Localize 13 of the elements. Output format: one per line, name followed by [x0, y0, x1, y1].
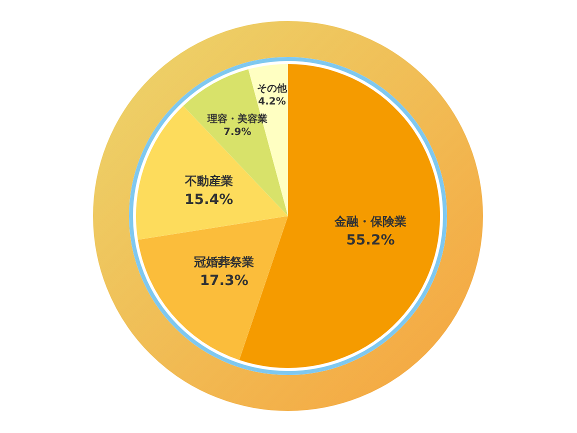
slice-label: 理容・美容業: [206, 112, 268, 125]
slice-label: 金融・保険業: [333, 214, 406, 229]
data-label: 15.4%: [184, 192, 234, 208]
pie-slice: [183, 69, 288, 216]
pie-slice: [138, 216, 288, 360]
pie-slice: [136, 106, 288, 240]
data-label: 4.2%: [258, 96, 286, 108]
slice-label: その他: [257, 82, 288, 94]
data-label: 55.2%: [346, 232, 395, 249]
data-label: 17.3%: [200, 272, 248, 289]
data-label: 7.9%: [223, 126, 252, 138]
slice-label: 冠婚葬祭業: [193, 254, 254, 269]
slice-label: 不動産業: [184, 174, 233, 188]
